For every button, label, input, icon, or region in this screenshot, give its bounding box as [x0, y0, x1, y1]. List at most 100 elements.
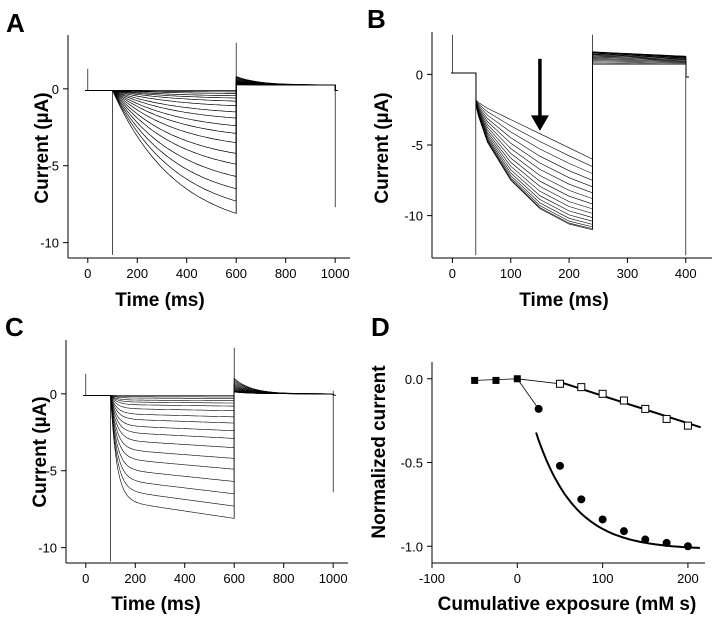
panel-c-ytick-label: -5	[45, 464, 57, 479]
panel-d-xtick-label: 200	[677, 571, 699, 586]
panel-b-trace	[451, 53, 689, 218]
panel-c-xtick-label: 800	[273, 571, 295, 586]
panel-c-xlabel: Time (ms)	[111, 594, 200, 615]
panel-b-ytick-label: -5	[411, 138, 423, 153]
panel-c-ylabel: Current (µA)	[30, 396, 51, 507]
panel-b-trace	[451, 59, 689, 188]
panel-d-point-circle	[662, 538, 671, 547]
panel-b-ylabel: Current (µA)	[372, 92, 393, 203]
panel-a-xlabel: Time (ms)	[115, 290, 204, 311]
panel-c-xtick-label: 600	[223, 571, 245, 586]
panel-b-ytick-label: 0	[416, 67, 423, 82]
panel-c-trace	[83, 390, 336, 404]
panel-d-point-circle	[577, 495, 586, 504]
panel-b-trace	[451, 55, 689, 210]
panel-a-xtick-label: 400	[176, 266, 198, 281]
panel-d-point-circle	[641, 535, 650, 544]
panel-b-trace	[451, 64, 689, 160]
panel-a-traces	[85, 42, 338, 255]
panel-b-xtick-label: 200	[558, 266, 580, 281]
panel-a-trace	[85, 77, 338, 190]
panel-d-ylabel: Normalized current	[369, 365, 390, 539]
panel-a-xtick-label: 600	[225, 266, 247, 281]
panel-b-trace	[451, 51, 689, 228]
panel-b-xtick-label: 400	[675, 266, 697, 281]
panel-b-xlabel: Time (ms)	[519, 290, 608, 311]
panel-d-point-open-square	[662, 414, 671, 423]
panel-c-trace	[83, 383, 336, 470]
panel-d-xtick-label: 100	[592, 571, 614, 586]
panel-d-connector	[516, 378, 539, 410]
panel-d-letter: D	[371, 312, 390, 342]
panel-b-xtick-label: 0	[449, 266, 456, 281]
panel-c-xtick-label: 1000	[319, 571, 348, 586]
panel-b-trace	[451, 56, 689, 205]
panel-a-trace	[85, 76, 338, 214]
panel-a-ytick-label: 0	[52, 82, 59, 97]
panel-c-trace	[83, 377, 336, 519]
panel-a-trace	[85, 83, 338, 102]
panel-b-trace	[451, 54, 689, 214]
panel-c-trace	[83, 387, 336, 431]
panel-b-letter: B	[367, 4, 386, 34]
panel-b-arrow-head	[530, 115, 549, 131]
panel-d-xlabel: Cumulative exposure (mM s)	[438, 594, 697, 615]
panel-c-xtick-label: 400	[174, 571, 196, 586]
panel-c-trace	[83, 379, 336, 507]
panel-b-trace	[451, 60, 689, 181]
panel-b-axes: 0 100 200 300 400 0 -5 -10	[404, 32, 712, 281]
panel-a-trace	[85, 83, 338, 107]
panel-b: B Time (ms) Current (µA) 0 100 200 300 400 0 -…	[367, 4, 712, 311]
panel-b-trace	[451, 58, 689, 194]
panel-c-trace	[83, 384, 336, 459]
panel-b-trace	[451, 52, 689, 225]
panel-d-ytick-label: -1.0	[401, 539, 423, 554]
panel-c-trace	[83, 391, 336, 399]
panel-d-point-filled-square	[471, 376, 479, 384]
panel-a-xtick-label: 0	[84, 266, 91, 281]
panel-d-point-circle	[598, 515, 607, 524]
panel-d-point-circle	[534, 404, 543, 413]
panel-d-point-open-square	[683, 421, 692, 430]
panel-d-point-open-square	[555, 379, 564, 388]
panel-d: D Cumulative exposure (mM s) Normalized …	[369, 312, 705, 615]
panel-a-trace	[85, 84, 338, 91]
panel-d-xtick-label: -100	[419, 571, 445, 586]
panel-a-ytick-label: -10	[40, 236, 59, 251]
panel-d-axes: -100 0 100 200 0.0 -0.5 -1.0	[401, 362, 705, 586]
panel-b-trace	[451, 51, 689, 230]
panel-c-ytick-label: 0	[50, 387, 57, 402]
panel-d-point-filled-square	[513, 375, 521, 383]
panel-b-traces	[451, 34, 689, 256]
panel-a-trace	[85, 78, 338, 177]
panel-d-point-open-square	[619, 396, 628, 405]
panel-a-ytick-label: -5	[47, 159, 59, 174]
panel-a-xtick-label: 1000	[321, 266, 350, 281]
panel-a-axes: 0 200 400 600 800 1000 0 -5 -10	[40, 35, 350, 281]
panel-d-point-circle	[683, 542, 692, 551]
panel-c-traces	[83, 347, 336, 562]
panel-c-letter: C	[5, 312, 24, 342]
panel-c-ytick-label: -10	[38, 541, 57, 556]
panel-c-trace	[83, 391, 336, 398]
panel-b-trace	[451, 61, 689, 175]
panel-c-trace	[83, 380, 336, 495]
panel-a-xtick-label: 800	[275, 266, 297, 281]
panel-b-trace	[451, 57, 689, 200]
panel-c-xtick-label: 200	[124, 571, 146, 586]
panel-d-point-open-square	[598, 389, 607, 398]
panel-b-xtick-label: 100	[500, 266, 522, 281]
panel-b-xtick-label: 300	[617, 266, 639, 281]
panel-c-axes: 0 200 400 600 800 1000 0 -5 -10	[38, 340, 348, 586]
panel-d-xtick-label: 0	[514, 571, 521, 586]
panel-b-ytick-label: -10	[404, 209, 423, 224]
panel-d-point-circle	[619, 527, 628, 536]
panel-c-trace	[83, 385, 336, 449]
panel-c-trace	[83, 386, 336, 439]
panel-a-xtick-label: 200	[126, 266, 148, 281]
panel-c-trace	[83, 391, 336, 401]
panel-a-trace	[85, 76, 338, 202]
panel-d-connector	[517, 378, 561, 385]
panel-b-trace	[451, 62, 689, 167]
